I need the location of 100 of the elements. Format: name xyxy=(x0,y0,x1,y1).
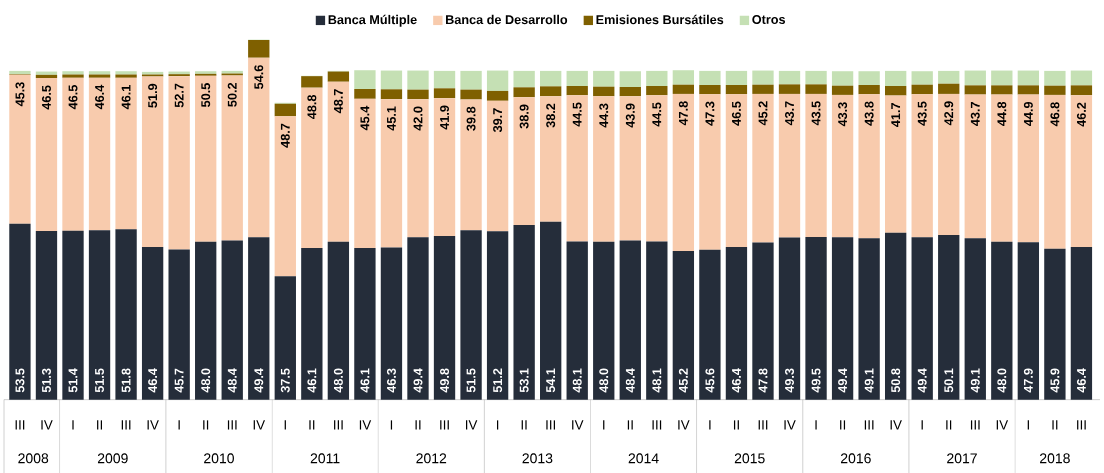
x-tick-label: I xyxy=(603,420,605,430)
bar xyxy=(486,231,509,400)
bar xyxy=(964,85,986,95)
data-label: 51.5 xyxy=(466,368,476,393)
bar xyxy=(619,87,641,97)
bar xyxy=(593,96,615,242)
bar xyxy=(513,225,535,400)
bar xyxy=(486,100,509,232)
bar xyxy=(35,78,58,231)
data-label: 50.5 xyxy=(201,83,211,108)
bar xyxy=(62,77,84,231)
bar xyxy=(248,57,270,238)
data-label: 42.0 xyxy=(413,106,423,131)
data-label: 46.8 xyxy=(1050,102,1060,127)
x-tick-label: I xyxy=(390,420,393,430)
x-tick-label: IV xyxy=(678,420,690,430)
bar xyxy=(699,94,721,250)
bar xyxy=(991,94,1013,242)
bar xyxy=(646,95,668,242)
x-tick-label: III xyxy=(334,420,343,430)
data-label: 43.5 xyxy=(917,101,927,126)
bar xyxy=(831,237,854,400)
data-label: 46.4 xyxy=(95,84,105,110)
x-tick-label: I xyxy=(815,420,817,430)
x-tick-label: I xyxy=(284,420,286,430)
bar xyxy=(433,98,456,236)
bar xyxy=(354,70,376,89)
bar xyxy=(911,84,933,95)
bar xyxy=(1070,247,1093,400)
bar xyxy=(938,234,960,400)
bar xyxy=(778,237,801,400)
bar xyxy=(433,88,456,99)
data-label: 49.3 xyxy=(785,368,795,393)
data-label: 45.4 xyxy=(360,105,370,131)
text: 2012 xyxy=(416,453,447,464)
x-tick-label: III xyxy=(121,420,131,430)
bar xyxy=(885,232,907,400)
bar xyxy=(274,116,296,277)
bar xyxy=(9,70,31,75)
x-tick-label: I xyxy=(921,420,923,430)
bar xyxy=(991,85,1013,95)
bar xyxy=(725,70,748,86)
x-tick-label: III xyxy=(1077,420,1086,430)
bar xyxy=(619,71,641,87)
bar xyxy=(327,241,350,400)
bar xyxy=(938,93,960,235)
x-tick-label: III xyxy=(227,420,237,430)
data-label: 52.7 xyxy=(174,83,184,108)
bar xyxy=(460,230,482,400)
bar xyxy=(248,237,270,400)
data-label: 41.7 xyxy=(891,103,901,127)
bar xyxy=(805,70,827,85)
bar xyxy=(566,241,588,400)
bar xyxy=(593,241,615,400)
bar xyxy=(248,39,270,58)
data-label: 43.9 xyxy=(625,103,635,128)
x-tick-label: III xyxy=(440,420,449,430)
data-label: 45.2 xyxy=(758,101,768,126)
bar xyxy=(964,70,986,86)
data-label: 49.1 xyxy=(864,368,874,393)
data-label: 45.1 xyxy=(387,106,396,131)
text: 2010 xyxy=(204,453,234,464)
bar xyxy=(354,248,376,400)
x-tick-label: IV xyxy=(784,420,796,430)
bar xyxy=(619,96,641,241)
data-label: 43.7 xyxy=(970,102,980,126)
data-label: 48.7 xyxy=(280,123,290,148)
text: 2018 xyxy=(1040,453,1070,464)
bar xyxy=(699,249,721,400)
data-label: 46.5 xyxy=(68,85,78,110)
x-tick-label: I xyxy=(496,420,499,430)
text: 2014 xyxy=(628,453,659,464)
data-label: 51.8 xyxy=(121,368,131,393)
x-tick-label: II xyxy=(1052,420,1058,430)
bar xyxy=(407,89,429,100)
data-label: 46.1 xyxy=(307,368,317,393)
bar xyxy=(460,70,482,90)
bar xyxy=(433,70,456,89)
bar xyxy=(380,99,403,248)
bar xyxy=(991,241,1013,400)
bar xyxy=(513,87,535,98)
bar xyxy=(858,71,880,86)
bar xyxy=(486,90,509,101)
data-label: 38.2 xyxy=(546,103,556,128)
bar xyxy=(752,242,774,400)
data-label: 50.2 xyxy=(227,82,237,107)
legend-label: Otros xyxy=(752,14,786,24)
data-label: 45.2 xyxy=(678,368,688,393)
bar xyxy=(168,76,190,250)
bar xyxy=(885,86,907,96)
bar xyxy=(407,237,429,400)
bar xyxy=(62,230,84,400)
bar xyxy=(1044,248,1066,400)
data-label: 37.5 xyxy=(280,368,290,393)
data-label: 49.4 xyxy=(413,368,423,393)
bar xyxy=(725,247,748,400)
bar xyxy=(88,230,111,400)
data-label: 39.7 xyxy=(493,108,503,133)
bar xyxy=(752,84,774,94)
bar xyxy=(805,93,827,237)
